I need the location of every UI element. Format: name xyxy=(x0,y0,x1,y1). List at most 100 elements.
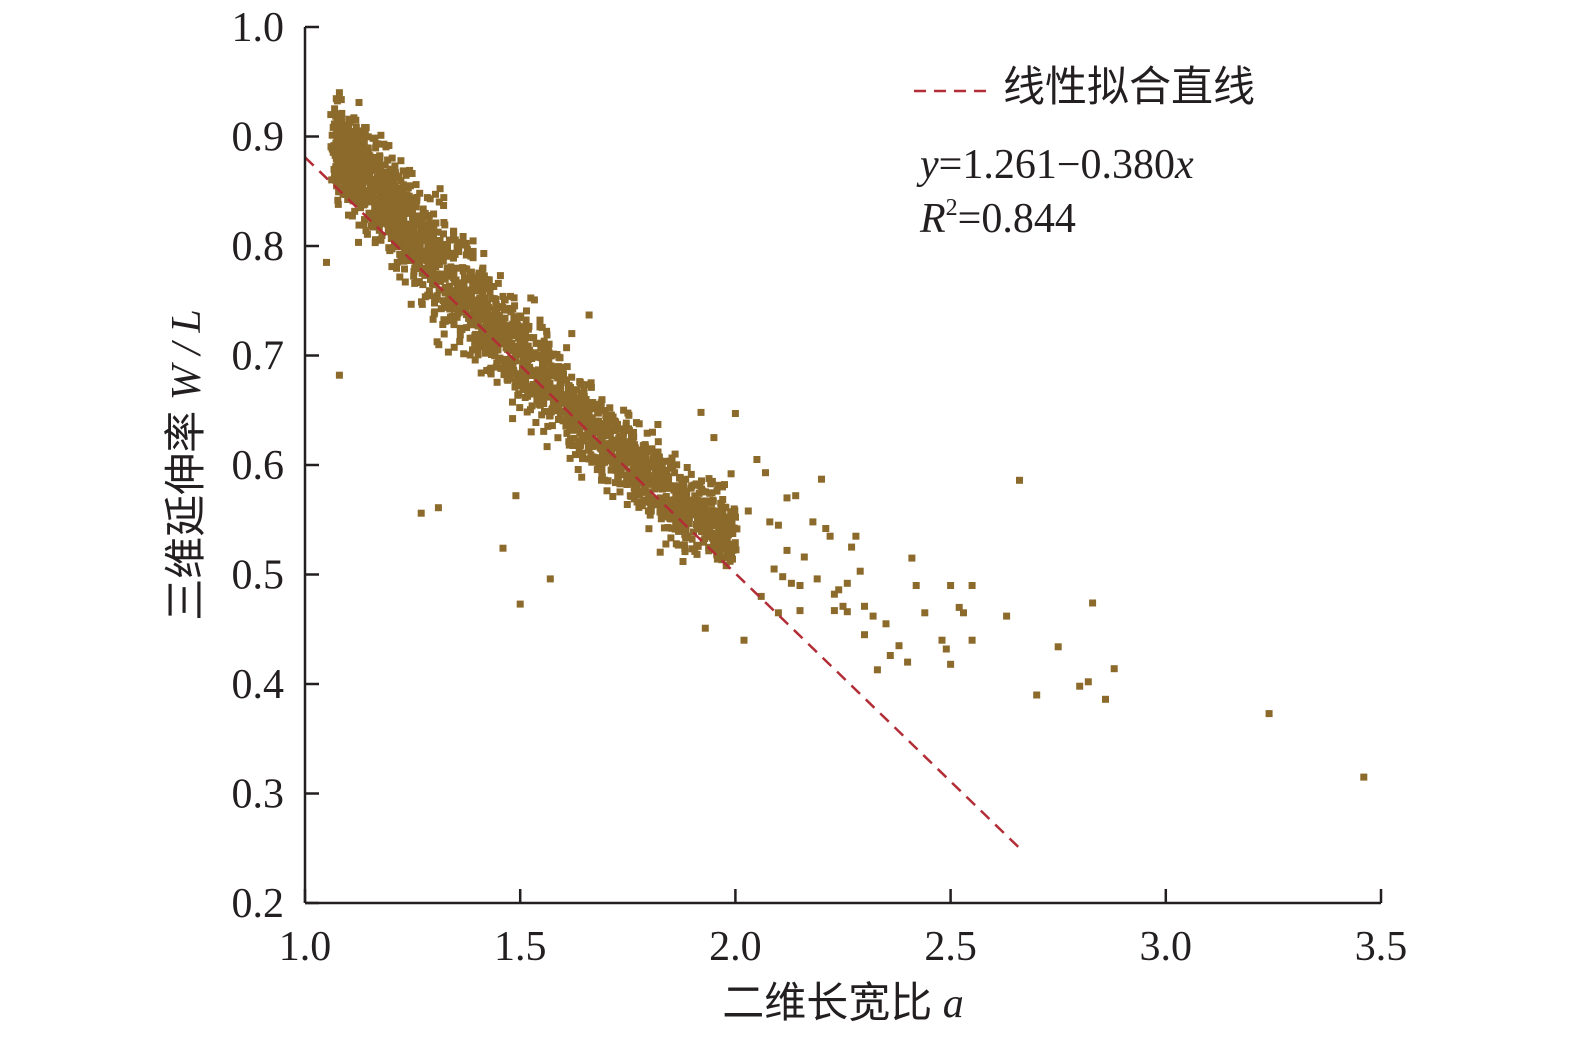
data-point xyxy=(649,455,657,463)
legend-label: 线性拟合直线 xyxy=(1003,65,1255,111)
data-point xyxy=(585,446,593,454)
data-point xyxy=(783,546,791,554)
data-point xyxy=(625,411,633,419)
data-point xyxy=(385,142,393,149)
data-point xyxy=(563,344,571,352)
data-point xyxy=(421,253,429,261)
data-point xyxy=(374,163,382,170)
data-point xyxy=(517,340,524,348)
data-point xyxy=(717,512,725,520)
data-point xyxy=(397,196,405,204)
data-point xyxy=(328,176,336,184)
data-point xyxy=(559,417,567,425)
data-point xyxy=(574,466,582,473)
data-point xyxy=(731,539,739,547)
data-point xyxy=(469,247,477,255)
data-point xyxy=(624,473,632,481)
data-point xyxy=(541,347,548,355)
data-point xyxy=(774,521,782,529)
data-point xyxy=(598,476,605,484)
data-point xyxy=(496,272,504,280)
data-point xyxy=(353,149,361,157)
data-point xyxy=(516,600,524,608)
data-point xyxy=(338,136,346,144)
data-point xyxy=(595,405,603,413)
data-point xyxy=(443,252,451,260)
data-point xyxy=(487,370,495,378)
data-point xyxy=(486,318,494,326)
data-point xyxy=(545,358,553,366)
data-point xyxy=(432,278,440,286)
data-point xyxy=(491,352,499,360)
data-point xyxy=(638,502,646,510)
data-point xyxy=(656,508,664,516)
data-point xyxy=(435,198,443,206)
data-point xyxy=(372,144,380,152)
data-point xyxy=(360,221,367,229)
data-point xyxy=(713,487,721,495)
data-point xyxy=(465,314,473,322)
data-point xyxy=(519,323,527,331)
data-point xyxy=(541,366,548,374)
data-point xyxy=(388,263,396,271)
data-point xyxy=(809,518,817,526)
data-point xyxy=(377,131,385,139)
data-point xyxy=(352,139,360,147)
x-ticks: 1.0 1.5 2.0 2.5 3.0 3.5 xyxy=(279,889,1407,970)
data-point xyxy=(1076,682,1084,690)
data-point xyxy=(438,270,445,278)
data-point xyxy=(580,418,588,426)
data-point xyxy=(332,146,340,154)
data-point xyxy=(478,334,486,342)
data-point xyxy=(446,282,453,290)
data-point xyxy=(727,470,735,478)
data-point xyxy=(330,120,338,128)
data-point xyxy=(546,575,554,583)
data-point xyxy=(359,135,366,143)
data-point xyxy=(359,178,367,186)
data-point xyxy=(658,500,666,508)
data-point xyxy=(351,207,359,215)
data-point xyxy=(543,327,551,335)
data-point xyxy=(401,265,408,273)
data-point xyxy=(426,260,434,267)
data-point xyxy=(558,391,566,399)
data-point xyxy=(333,182,341,190)
data-point xyxy=(848,543,856,551)
data-point xyxy=(590,426,598,433)
data-point xyxy=(519,355,527,363)
data-point xyxy=(717,540,725,548)
data-point xyxy=(332,95,340,103)
data-point xyxy=(563,376,570,384)
data-point xyxy=(644,496,652,504)
data-point xyxy=(544,390,552,398)
data-point xyxy=(441,303,449,311)
data-point xyxy=(413,220,421,228)
data-point xyxy=(656,548,664,556)
data-point xyxy=(713,507,721,515)
data-point xyxy=(488,340,496,348)
data-point xyxy=(744,507,752,515)
data-point xyxy=(479,300,487,308)
data-point xyxy=(587,422,595,430)
data-point xyxy=(509,398,516,406)
data-point xyxy=(571,410,578,418)
data-point xyxy=(374,173,382,181)
data-point xyxy=(612,479,619,487)
data-point xyxy=(640,488,648,496)
data-point xyxy=(421,271,429,279)
data-point xyxy=(493,378,501,386)
data-point xyxy=(594,409,602,417)
data-point xyxy=(432,219,440,227)
data-point xyxy=(604,450,612,457)
x-tick-label: 1.5 xyxy=(494,924,547,970)
data-point xyxy=(728,551,735,559)
data-point xyxy=(681,545,689,553)
data-point xyxy=(423,224,431,232)
y-tick-label: 0.3 xyxy=(232,772,285,818)
data-point xyxy=(616,432,624,440)
data-point xyxy=(683,492,691,500)
data-point xyxy=(366,170,374,178)
data-point xyxy=(365,209,373,217)
data-point xyxy=(411,279,419,287)
